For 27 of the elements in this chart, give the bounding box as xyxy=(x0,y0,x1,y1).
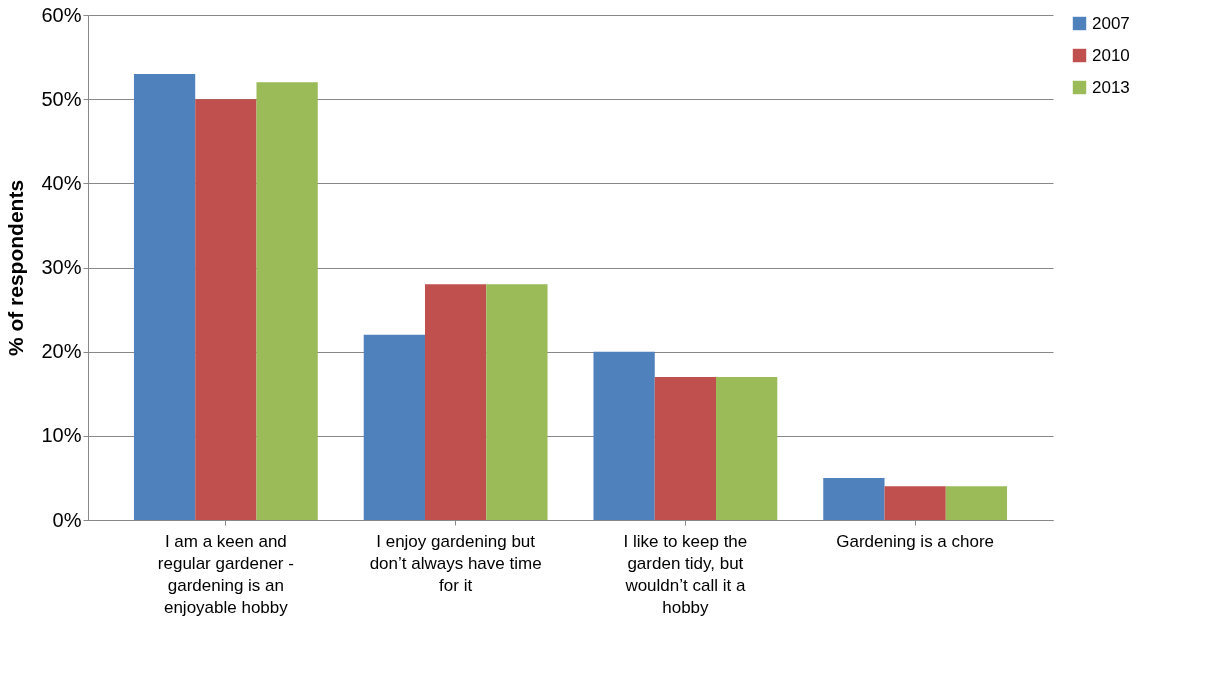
x-tick-label: I am a keen and regular gardener - gardening is an enjoyable hobby xyxy=(157,531,294,617)
y-tick-label: 10% xyxy=(41,424,82,447)
bar xyxy=(593,351,655,520)
bar xyxy=(363,334,425,520)
legend-label: 2007 xyxy=(1092,13,1130,33)
y-tick-label: 40% xyxy=(41,171,82,194)
bar xyxy=(486,284,548,520)
bar xyxy=(654,376,717,520)
bar xyxy=(424,284,487,520)
bar xyxy=(823,477,885,520)
x-tick-label: Gardening is a chore xyxy=(836,531,995,551)
bar xyxy=(133,73,196,520)
legend-label: 2013 xyxy=(1092,77,1130,97)
bar xyxy=(716,376,778,520)
y-tick-label: 20% xyxy=(41,340,82,363)
x-tick-label: I like to keep the garden tidy, but wouldn’t call it a hobby xyxy=(623,531,748,617)
bar xyxy=(945,486,1008,520)
bar xyxy=(195,99,257,520)
y-tick-label: 30% xyxy=(41,256,82,278)
y-tick-label: 0% xyxy=(52,508,82,531)
bar xyxy=(884,486,946,520)
x-tick-label: I enjoy gardening but don’t always have time for it xyxy=(369,531,542,595)
legend-label: 2010 xyxy=(1092,45,1130,65)
bar xyxy=(256,82,318,520)
y-tick-label: 60% xyxy=(41,3,82,26)
y-tick-label: 50% xyxy=(41,87,82,110)
y-axis-title: % of respondents xyxy=(4,179,28,357)
